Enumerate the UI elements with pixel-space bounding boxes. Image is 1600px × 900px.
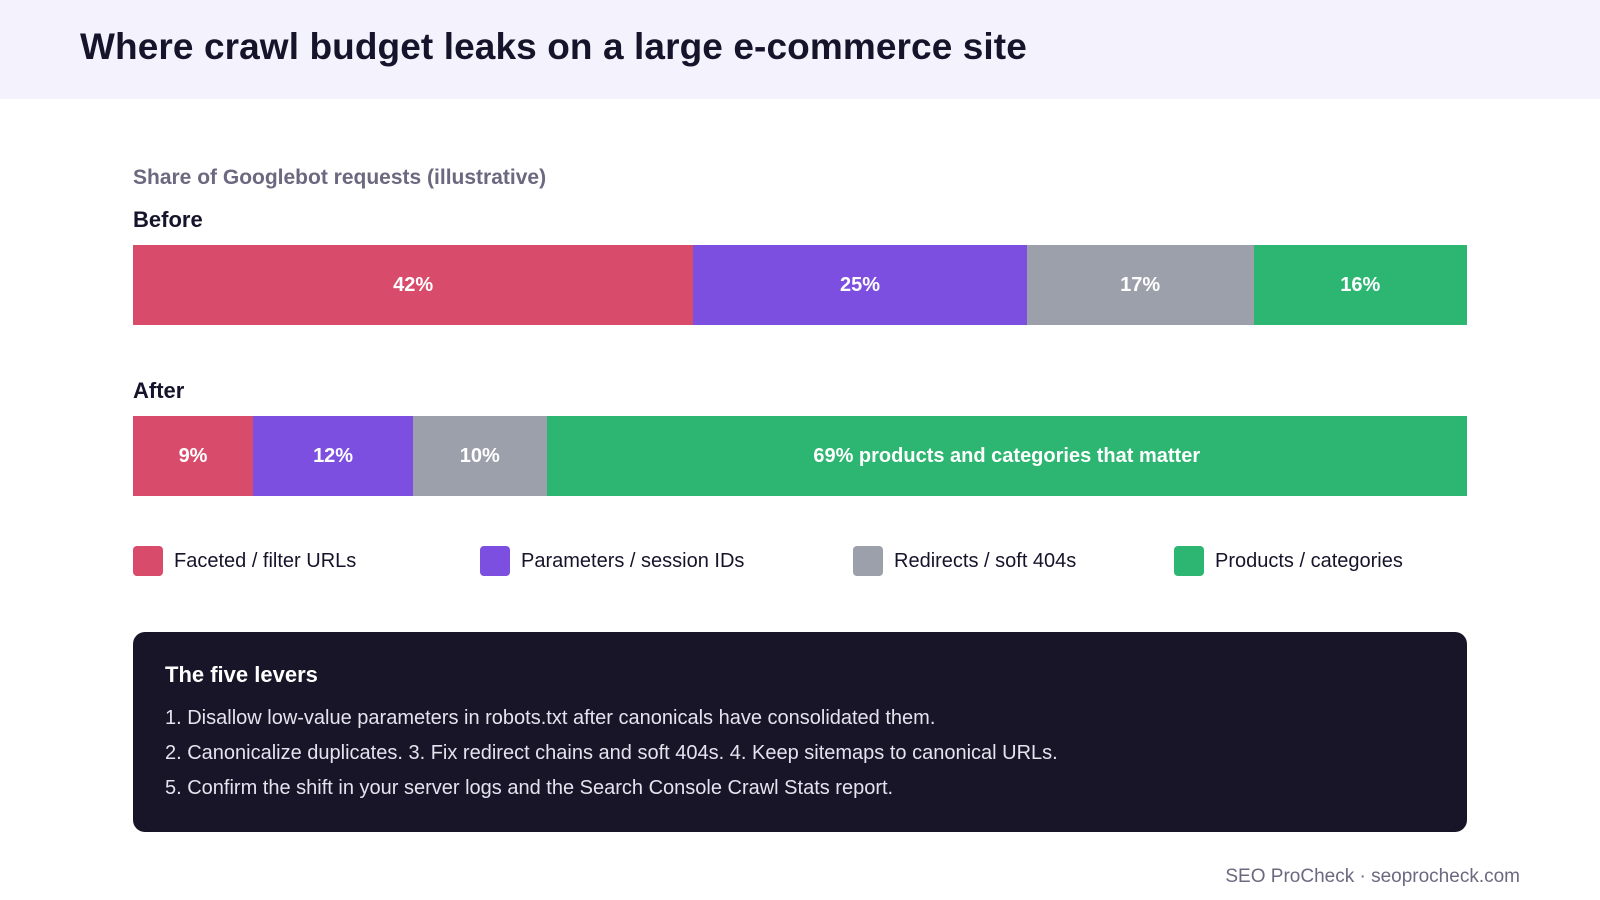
- data-label-after-redirects: 10%: [459, 444, 500, 467]
- data-label-before-redirects: 17%: [1120, 273, 1161, 296]
- data-label-before-faceted: 42%: [393, 273, 434, 296]
- bar-before: 42% 25% 17% 16%: [133, 245, 1467, 325]
- header-banner: Where crawl budget leaks on a large e-co…: [0, 0, 1600, 99]
- bar-segment-before-faceted: 42%: [133, 245, 694, 325]
- data-label-after-products: 69% products and categories that matter: [813, 444, 1201, 467]
- data-label-before-products: 16%: [1340, 273, 1381, 296]
- bar-segment-before-parameters: 25%: [693, 245, 1027, 325]
- bar-after: 9% 12% 10% 69% products and categories that…: [133, 416, 1467, 496]
- legend-item-parameters: Parameters / session IDs: [480, 546, 744, 576]
- page-title: Where crawl budget leaks on a large e-co…: [80, 26, 1027, 67]
- data-label-before-parameters: 25%: [840, 273, 881, 296]
- bar-segment-after-parameters: 12%: [253, 416, 414, 496]
- legend-swatch-parameters: [480, 546, 510, 576]
- levers-title: The five levers: [165, 662, 318, 687]
- legend-item-faceted: Faceted / filter URLs: [133, 546, 356, 576]
- legend-swatch-redirects: [853, 546, 883, 576]
- legend-label-faceted: Faceted / filter URLs: [174, 549, 357, 572]
- data-label-after-faceted: 9%: [178, 444, 208, 467]
- legend-item-redirects: Redirects / soft 404s: [853, 546, 1076, 576]
- lever-line-3: 5. Confirm the shift in your server logs…: [165, 777, 894, 799]
- chart-title: Share of Googlebot requests (illustrativ…: [133, 166, 547, 189]
- bar-segment-after-products: 69% products and categories that matter: [546, 416, 1467, 496]
- bar-segment-before-redirects: 17%: [1026, 245, 1254, 325]
- legend-label-redirects: Redirects / soft 404s: [894, 549, 1077, 572]
- levers-panel: The five levers 1. Disallow low-value pa…: [133, 632, 1467, 832]
- lever-line-1: 1. Disallow low-value parameters in robo…: [165, 707, 936, 729]
- row-label-after: After: [133, 378, 185, 403]
- legend-swatch-faceted: [133, 546, 163, 576]
- legend: Faceted / filter URLs Parameters / sessi…: [0, 546, 1600, 576]
- bar-segment-after-redirects: 10%: [413, 416, 547, 496]
- bar-segment-before-products: 16%: [1253, 245, 1467, 325]
- lever-line-2: 2. Canonicalize duplicates. 3. Fix redir…: [165, 742, 1058, 764]
- footer-credit: SEO ProCheck · seoprocheck.com: [1225, 866, 1520, 887]
- legend-swatch-products: [1174, 546, 1204, 576]
- legend-item-products: Products / categories: [1174, 546, 1403, 576]
- row-label-before: Before: [133, 207, 203, 232]
- legend-label-parameters: Parameters / session IDs: [521, 549, 745, 572]
- bar-segment-after-faceted: 9%: [133, 416, 254, 496]
- legend-label-products: Products / categories: [1215, 549, 1403, 572]
- data-label-after-parameters: 12%: [313, 444, 354, 467]
